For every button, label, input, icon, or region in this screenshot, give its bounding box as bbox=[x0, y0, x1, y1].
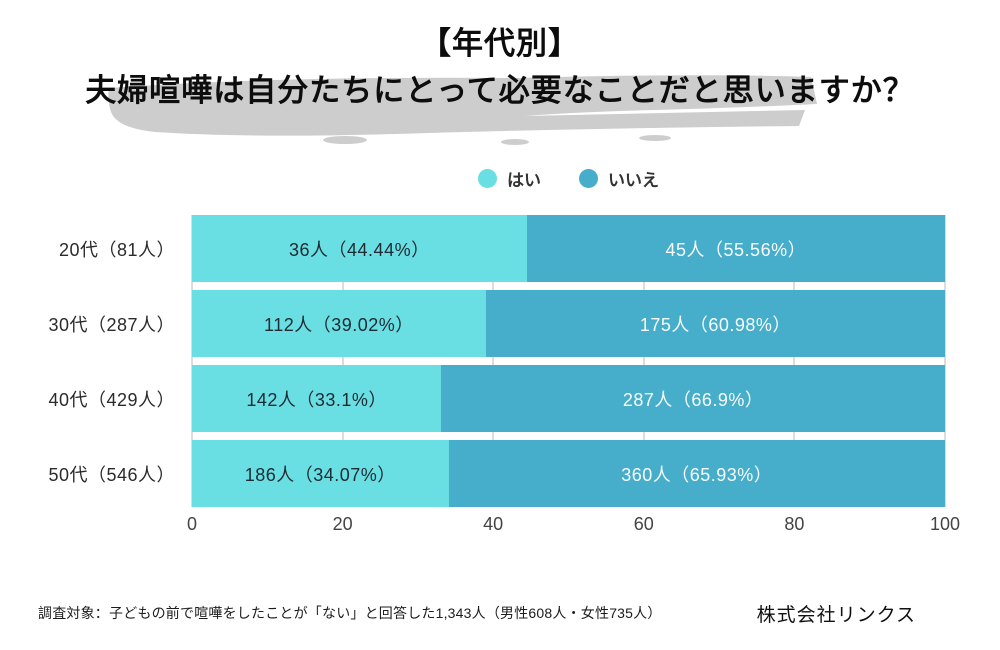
legend-item-no: いいえ bbox=[579, 166, 659, 191]
x-tick-60: 60 bbox=[633, 514, 654, 534]
gridline-20 bbox=[341, 215, 344, 507]
y-label-30s: 30代（287人） bbox=[48, 314, 175, 335]
plot-area: 36人（44.44%） 45人（55.56%） 112人（39.02%） 175… bbox=[191, 215, 946, 507]
bar-segment-no-50s: 360人（65.93%） bbox=[448, 440, 945, 507]
chart-title: 【年代別】 夫婦喧嘩は自分たちにとって必要なことだと思いますか？ bbox=[0, 20, 1000, 114]
y-axis-labels: 20代（81人） 30代（287人） 40代（429人） 50代（546人） bbox=[0, 215, 183, 507]
gridlines bbox=[191, 215, 946, 507]
bar-segment-yes-30s: 112人（39.02%） bbox=[192, 290, 486, 357]
gridline-60 bbox=[642, 215, 645, 507]
bar-row-30s: 112人（39.02%） 175人（60.98%） bbox=[192, 290, 945, 357]
legend: はい いいえ bbox=[192, 166, 945, 191]
title-brush-highlight bbox=[108, 75, 818, 145]
gridline-80 bbox=[793, 215, 796, 507]
bar-segment-yes-50s: 186人（34.07%） bbox=[192, 440, 449, 507]
bar-row-50s: 186人（34.07%） 360人（65.93%） bbox=[192, 440, 945, 507]
y-label-20s: 20代（81人） bbox=[58, 239, 175, 260]
bar-row-40s: 142人（33.1%） 287人（66.9%） bbox=[192, 365, 945, 432]
gridline-40 bbox=[492, 215, 495, 507]
legend-dot-no-icon bbox=[579, 169, 598, 188]
legend-label-no: いいえ bbox=[608, 171, 659, 190]
gridline-0 bbox=[191, 215, 193, 507]
legend-dot-yes-icon bbox=[478, 169, 497, 188]
x-tick-40: 40 bbox=[483, 514, 504, 534]
legend-label-yes: はい bbox=[507, 171, 541, 190]
bar-segment-yes-40s: 142人（33.1%） bbox=[192, 365, 442, 432]
chart-title-line1: 【年代別】 bbox=[420, 26, 580, 61]
y-label-40s: 40代（429人） bbox=[48, 389, 175, 410]
y-label-50s: 50代（546人） bbox=[48, 464, 175, 485]
bar-segment-no-30s: 175人（60.98%） bbox=[485, 290, 945, 357]
x-tick-20: 20 bbox=[332, 514, 353, 534]
gridline-100 bbox=[944, 215, 946, 507]
bar-segment-no-40s: 287人（66.9%） bbox=[441, 365, 945, 432]
bar-row-20s: 36人（44.44%） 45人（55.56%） bbox=[192, 215, 945, 282]
company-name: 株式会社リンクス bbox=[756, 605, 916, 626]
x-tick-0: 0 bbox=[186, 514, 198, 534]
survey-note: 調査対象：子どもの前で喧嘩をしたことが「ない」と回答した1,343人（男性608… bbox=[38, 605, 662, 621]
x-tick-80: 80 bbox=[784, 514, 805, 534]
x-tick-100: 100 bbox=[929, 514, 961, 534]
bar-rows: 36人（44.44%） 45人（55.56%） 112人（39.02%） 175… bbox=[192, 215, 945, 507]
bar-segment-yes-20s: 36人（44.44%） bbox=[192, 215, 527, 282]
chart-title-line2: 夫婦喧嘩は自分たちにとって必要なことだと思いますか？ bbox=[85, 73, 915, 108]
legend-item-yes: はい bbox=[478, 166, 541, 191]
x-axis: 0 20 40 60 80 100 bbox=[187, 514, 960, 540]
bar-segment-no-20s: 45人（55.56%） bbox=[526, 215, 945, 282]
